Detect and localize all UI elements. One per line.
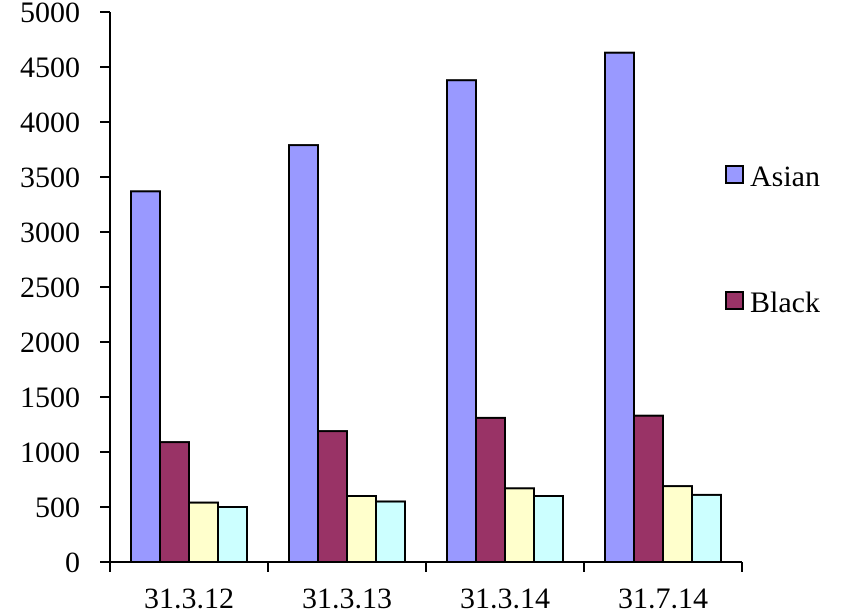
bar-black-31.3.12: [159, 441, 190, 564]
bar-series-3-31.3.13: [346, 495, 377, 563]
bar-series-4-31.3.13: [375, 500, 406, 563]
bar-asian-31.3.14: [446, 79, 477, 563]
x-tick-label: 31.3.14: [460, 582, 550, 611]
bar-asian-31.7.14: [604, 51, 635, 563]
bar-series-3-31.3.12: [188, 501, 219, 564]
y-tick-label: 2000: [20, 326, 80, 359]
bar-asian-31.3.13: [288, 144, 319, 563]
legend-label-black: Black: [750, 286, 820, 319]
y-tick-label: 0: [65, 546, 80, 579]
y-tick-label: 3000: [20, 216, 80, 249]
bar-black-31.3.13: [317, 430, 348, 563]
bar-series-4-31.3.12: [217, 506, 248, 563]
bar-series-3-31.7.14: [662, 485, 693, 564]
y-tick-label: 1000: [20, 436, 80, 469]
x-axis: 31.3.12 31.3.13 31.3.14 31.7.14: [109, 561, 743, 611]
bar-series-3-31.3.14: [504, 487, 535, 563]
y-tick-label: 4000: [20, 106, 80, 139]
legend-swatch-black: [725, 291, 744, 310]
legend-label-asian: Asian: [750, 160, 820, 193]
legend-swatch-asian: [725, 165, 744, 184]
y-tick-label: 2500: [20, 271, 80, 304]
y-axis: 0 500 1000 1500 2000 2500 3000 3500 4000 4500 5000: [20, 0, 111, 579]
bar-series-4-31.7.14: [691, 493, 722, 563]
bars: [130, 51, 722, 564]
bar-black-31.3.14: [475, 416, 506, 563]
x-tick-label: 31.3.13: [302, 582, 392, 611]
y-tick-label: 5000: [20, 0, 80, 29]
bar-black-31.7.14: [633, 414, 664, 564]
y-tick-label: 4500: [20, 51, 80, 84]
x-tick-label: 31.7.14: [618, 582, 708, 611]
bar-series-4-31.3.14: [533, 495, 564, 563]
y-tick-label: 500: [35, 491, 80, 524]
y-tick-label: 1500: [20, 381, 80, 414]
legend: Asian Black: [725, 160, 820, 319]
x-tick-label: 31.3.12: [144, 582, 234, 611]
bar-asian-31.3.12: [130, 190, 161, 564]
y-tick-label: 3500: [20, 161, 80, 194]
